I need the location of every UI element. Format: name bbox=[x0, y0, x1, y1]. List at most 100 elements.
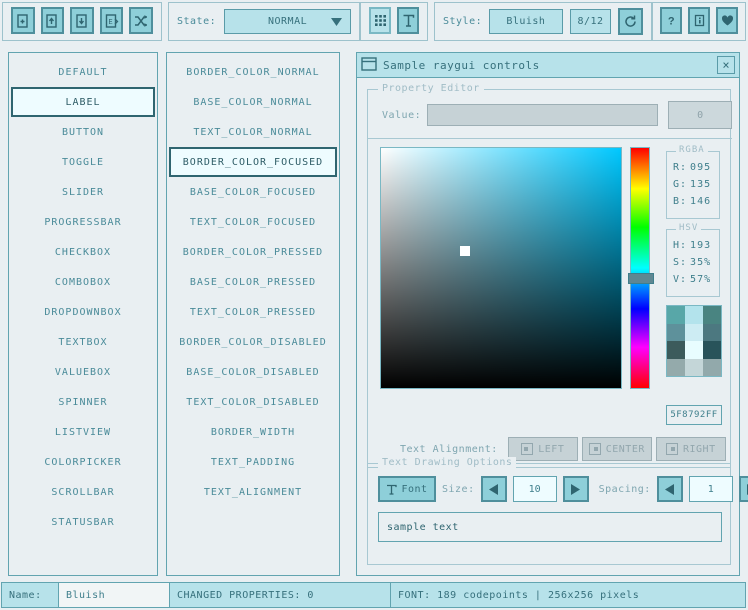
control-list-item[interactable]: PROGRESSBAR bbox=[44, 216, 122, 228]
state-label: State: bbox=[177, 16, 217, 27]
sample-text-textbox[interactable]: sample text bbox=[378, 512, 722, 542]
palette-swatch[interactable] bbox=[685, 358, 703, 376]
sample-controls-window: Sample raygui controls × Property Editor… bbox=[356, 52, 748, 576]
align-button-label: LEFT bbox=[538, 443, 565, 455]
value-slider[interactable] bbox=[427, 104, 659, 126]
property-list-item[interactable]: BORDER_COLOR_NORMAL bbox=[186, 66, 320, 78]
color-palette[interactable] bbox=[666, 305, 722, 377]
colorpicker-sv-area[interactable] bbox=[380, 147, 622, 389]
property-list-item[interactable]: BASE_COLOR_FOCUSED bbox=[189, 186, 317, 198]
property-list-item[interactable]: TEXT_COLOR_PRESSED bbox=[189, 306, 317, 318]
palette-swatch[interactable] bbox=[667, 341, 685, 359]
control-list-item[interactable]: LISTVIEW bbox=[54, 426, 112, 438]
property-list-item[interactable]: BORDER_COLOR_DISABLED bbox=[179, 336, 327, 348]
reload-icon[interactable] bbox=[618, 8, 643, 35]
palette-swatch[interactable] bbox=[667, 323, 685, 341]
color-channel-value: 193 bbox=[690, 240, 712, 251]
controls-listview[interactable]: DEFAULT LABEL BUTTON TOGGLE SLIDER PROGRESSBA… bbox=[8, 52, 158, 576]
property-list-item[interactable]: TEXT_ALIGNMENT bbox=[203, 486, 303, 498]
property-list-item[interactable]: TEXT_COLOR_NORMAL bbox=[193, 126, 313, 138]
properties-list-items: BORDER_COLOR_NORMAL BASE_COLOR_NORMAL TEXT… bbox=[167, 53, 339, 507]
colorpicker-hue-cursor[interactable] bbox=[628, 272, 654, 284]
align-left-button[interactable]: LEFT bbox=[507, 437, 578, 461]
info-icon[interactable] bbox=[688, 7, 710, 34]
palette-swatch[interactable] bbox=[703, 341, 721, 359]
statusbar-name-textbox[interactable]: Bluish bbox=[58, 582, 170, 608]
view-toolbar-group bbox=[360, 2, 428, 41]
control-list-item[interactable]: SPINNER bbox=[58, 396, 108, 408]
align-center-button[interactable]: CENTER bbox=[581, 437, 652, 461]
property-list-item[interactable]: BASE_COLOR_PRESSED bbox=[189, 276, 317, 288]
size-increment-button[interactable] bbox=[562, 476, 589, 502]
color-channel-row: H: 193 bbox=[673, 237, 719, 254]
text-alignment-buttons[interactable]: LEFT CENTER RIGHT bbox=[507, 437, 726, 461]
rgba-label: RGBA bbox=[676, 145, 708, 155]
load-file-icon[interactable] bbox=[40, 7, 65, 34]
color-channel-value: 146 bbox=[690, 196, 712, 207]
property-editor-group: Property Editor Value: 0 RGBA bbox=[367, 83, 732, 468]
align-center-icon bbox=[588, 443, 601, 455]
palette-swatch[interactable] bbox=[667, 358, 685, 376]
control-list-item[interactable]: LABEL bbox=[11, 87, 155, 117]
control-list-item[interactable]: VALUEBOX bbox=[54, 366, 112, 378]
control-list-item[interactable]: SLIDER bbox=[61, 186, 105, 198]
palette-swatch[interactable] bbox=[685, 323, 703, 341]
property-list-item[interactable]: BORDER_WIDTH bbox=[210, 426, 296, 438]
shuffle-icon[interactable] bbox=[129, 7, 153, 34]
size-value[interactable]: 10 bbox=[512, 476, 557, 502]
font-button-label: Font bbox=[401, 483, 428, 495]
control-list-item[interactable]: SCROLLBAR bbox=[51, 486, 115, 498]
property-list-item[interactable]: BORDER_COLOR_PRESSED bbox=[182, 246, 324, 258]
export-file-icon[interactable]: E bbox=[99, 7, 124, 34]
align-button-label: RIGHT bbox=[683, 443, 716, 455]
property-list-item[interactable]: TEXT_COLOR_FOCUSED bbox=[189, 216, 317, 228]
palette-swatch[interactable] bbox=[685, 306, 703, 324]
hex-value-box[interactable]: 5F8792FF bbox=[666, 405, 722, 425]
color-channel-row: G: 135 bbox=[673, 176, 719, 193]
property-list-item[interactable]: TEXT_COLOR_DISABLED bbox=[186, 396, 320, 408]
value-numberbox[interactable]: 0 bbox=[668, 101, 732, 129]
control-list-item[interactable]: COMBOBOX bbox=[54, 276, 112, 288]
control-list-item[interactable]: CHECKBOX bbox=[54, 246, 112, 258]
color-channel-row: R: 095 bbox=[673, 159, 719, 176]
size-decrement-button[interactable] bbox=[480, 476, 507, 502]
palette-swatch[interactable] bbox=[703, 323, 721, 341]
colorpicker-sv-cursor[interactable] bbox=[460, 246, 470, 257]
control-list-item[interactable]: DEFAULT bbox=[58, 66, 108, 78]
window-titlebar[interactable]: Sample raygui controls × bbox=[357, 53, 739, 78]
control-list-item[interactable]: STATUSBAR bbox=[51, 516, 115, 528]
property-list-item[interactable]: BASE_COLOR_DISABLED bbox=[186, 366, 320, 378]
spacing-increment-button[interactable] bbox=[738, 476, 748, 502]
help-icon[interactable]: ? bbox=[660, 7, 682, 34]
control-list-item[interactable]: TOGGLE bbox=[61, 156, 105, 168]
new-file-icon[interactable] bbox=[11, 7, 35, 34]
properties-listview[interactable]: BORDER_COLOR_NORMAL BASE_COLOR_NORMAL TEXT… bbox=[166, 52, 340, 576]
colorpicker-hue-bar[interactable] bbox=[628, 147, 654, 389]
window-icon bbox=[361, 56, 377, 75]
property-list-item[interactable]: TEXT_PADDING bbox=[210, 456, 296, 468]
style-name-button[interactable]: Bluish bbox=[489, 9, 563, 34]
state-dropdown[interactable]: NORMAL bbox=[224, 9, 351, 34]
property-editor-label: Property Editor bbox=[378, 83, 484, 94]
control-list-item[interactable]: TEXTBOX bbox=[58, 336, 108, 348]
text-view-icon[interactable] bbox=[397, 7, 419, 34]
align-right-button[interactable]: RIGHT bbox=[655, 437, 726, 461]
grid-view-icon[interactable] bbox=[369, 7, 391, 34]
save-file-icon[interactable] bbox=[70, 7, 94, 34]
spacing-value[interactable]: 1 bbox=[688, 476, 733, 502]
palette-swatch[interactable] bbox=[703, 358, 721, 376]
font-button[interactable]: Font bbox=[378, 476, 436, 502]
property-list-item[interactable]: BASE_COLOR_NORMAL bbox=[193, 96, 313, 108]
size-label: Size: bbox=[442, 483, 475, 495]
spacing-decrement-button[interactable] bbox=[656, 476, 683, 502]
property-list-item[interactable]: BORDER_COLOR_FOCUSED bbox=[169, 147, 337, 177]
heart-icon[interactable] bbox=[716, 7, 738, 34]
control-list-item[interactable]: BUTTON bbox=[61, 126, 105, 138]
control-list-item[interactable]: COLORPICKER bbox=[44, 456, 122, 468]
palette-swatch[interactable] bbox=[685, 341, 703, 359]
close-icon[interactable]: × bbox=[717, 56, 735, 74]
control-list-item[interactable]: DROPDOWNBOX bbox=[44, 306, 122, 318]
svg-text:?: ? bbox=[668, 17, 675, 29]
palette-swatch[interactable] bbox=[667, 306, 685, 324]
palette-swatch[interactable] bbox=[703, 306, 721, 324]
